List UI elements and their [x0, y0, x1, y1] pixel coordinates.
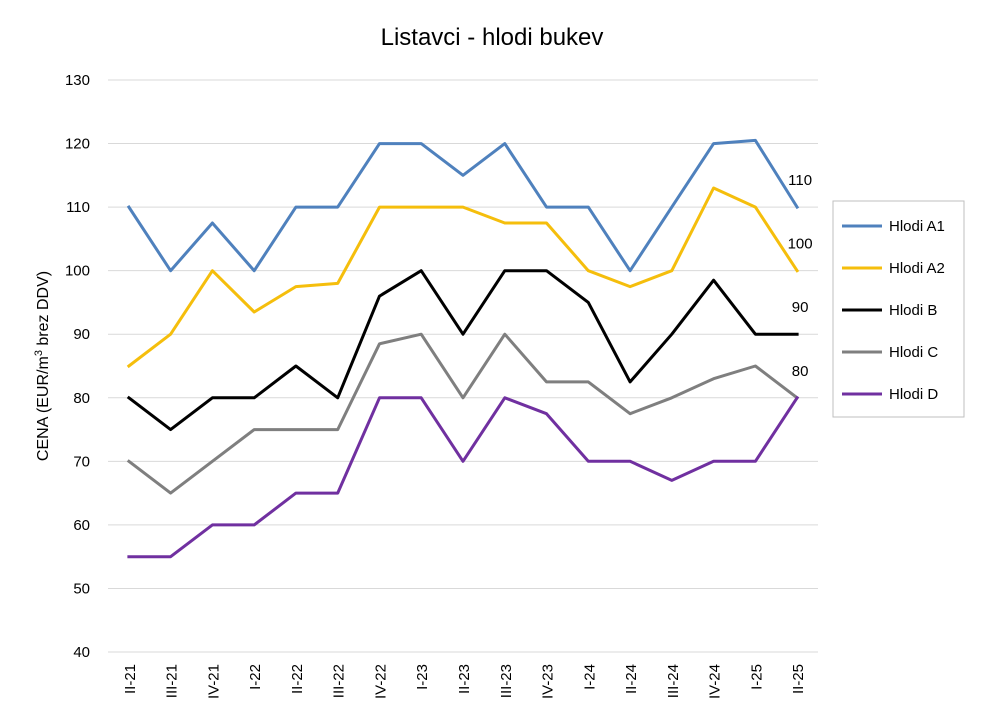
x-tick-label: III-22 [331, 664, 348, 698]
legend-label-hlodi-b: Hlodi B [889, 302, 937, 319]
y-tick-label: 80 [73, 390, 90, 407]
x-tick-label: IV-23 [540, 664, 557, 699]
x-tick-label: I-23 [414, 664, 431, 690]
chart-title: Listavci - hlodi bukev [381, 24, 604, 51]
y-tick-label: 50 [73, 580, 90, 597]
y-tick-label: 110 [66, 199, 90, 216]
x-tick-label: III-24 [665, 664, 682, 698]
x-tick-label: IV-24 [707, 664, 724, 699]
end-label-hlodi-c: 80 [792, 363, 809, 380]
x-tick-label: III-21 [164, 664, 181, 698]
series-line-hlodi-a1 [126, 138, 800, 273]
x-axis-ticks: II-21 III-21 IV-21 I-22 II-22 III-22 IV-22 I-23… [122, 664, 807, 699]
x-tick-label: I-25 [748, 664, 765, 690]
x-tick-label: I-22 [247, 664, 264, 690]
y-tick-label: 70 [73, 453, 90, 470]
y-tick-label: 60 [73, 517, 90, 534]
x-tick-label: IV-22 [372, 664, 389, 699]
y-tick-label: 120 [65, 136, 90, 153]
legend-label-hlodi-d: Hlodi D [889, 386, 938, 403]
end-label-hlodi-a1: 110 [788, 172, 812, 189]
gridlines [108, 79, 818, 653]
end-label-hlodi-b: 90 [792, 299, 809, 316]
x-tick-label: II-21 [122, 664, 139, 694]
legend: Hlodi A1 Hlodi A2 Hlodi B Hlodi C Hlodi D [832, 200, 965, 418]
x-tick-label: II-22 [289, 664, 306, 694]
y-axis-label-superscript: 3 [33, 350, 45, 356]
series-line-hlodi-c [126, 332, 800, 495]
x-tick-label: I-24 [581, 664, 598, 690]
x-tick-label: II-24 [623, 664, 640, 694]
series-line-hlodi-b [126, 269, 799, 432]
end-label-hlodi-a2: 100 [788, 236, 813, 253]
x-tick-label: III-23 [498, 664, 515, 698]
end-value-labels: 110 100 90 80 [788, 172, 813, 380]
x-tick-label: IV-21 [205, 664, 222, 699]
legend-label-hlodi-c: Hlodi C [889, 344, 938, 361]
y-tick-label: 90 [73, 326, 90, 343]
y-tick-label: 100 [65, 263, 90, 280]
y-axis-ticks: 40 50 60 70 80 90 100 110 120 130 [65, 72, 90, 661]
x-tick-label: II-23 [456, 664, 473, 694]
legend-label-hlodi-a1: Hlodi A1 [889, 218, 945, 235]
series-line-hlodi-d [127, 395, 800, 559]
y-tick-label: 130 [65, 72, 90, 89]
y-axis-label-suffix: brez DDV) [35, 271, 52, 350]
x-tick-label: II-25 [790, 664, 807, 694]
y-axis-label: CENA (EUR/m3 brez DDV) [33, 271, 52, 461]
series-lines [126, 138, 800, 559]
legend-label-hlodi-a2: Hlodi A2 [889, 260, 945, 277]
y-tick-label: 40 [73, 644, 90, 661]
series-line-hlodi-a2 [126, 186, 800, 369]
y-axis-label-prefix: CENA (EUR/m [35, 356, 52, 461]
